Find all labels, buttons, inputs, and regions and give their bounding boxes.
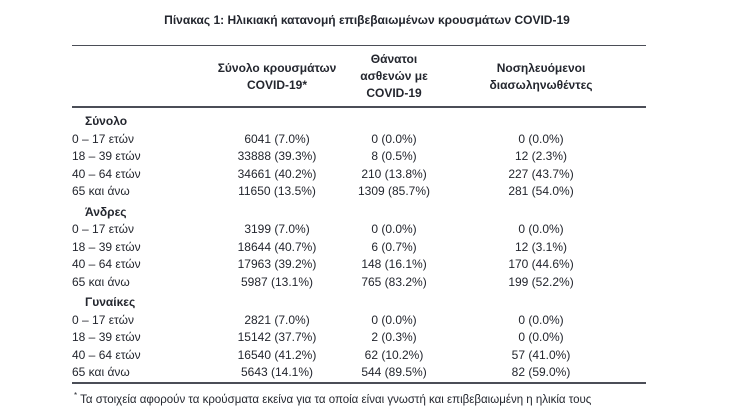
deaths-cell: 0 (0.0%) [371, 222, 417, 236]
age-group-label: 65 και άνω [72, 274, 130, 289]
cases-cell: 34661 (40.2%) [237, 166, 317, 181]
age-group-label: 0 – 17 ετών [72, 131, 134, 146]
intubated-cell: 170 (44.6%) [508, 257, 574, 271]
section-label: Σύνολο [85, 114, 128, 128]
deaths-cell: 62 (10.2%) [364, 347, 424, 362]
age-group-label: 65 και άνω [72, 184, 130, 198]
deaths-cell: 6 (0.7%) [371, 239, 417, 254]
intubated-cell: 281 (54.0%) [508, 184, 574, 198]
table-row: 40 – 64 ετών 17963 (39.2%) 148 (16.1%) 1… [72, 256, 646, 274]
header-row-label [72, 46, 202, 108]
header-total-cases: Σύνολο κρουσμάτων COVID-19* [217, 60, 337, 92]
footnote-text: Τα στοιχεία αφορούν τα κρούσματα εκείνα … [80, 393, 592, 406]
age-group-label: 40 – 64 ετών [72, 166, 141, 181]
table-row: 0 – 17 ετών 2821 (7.0%) 0 (0.0%) 0 (0.0%… [72, 312, 646, 330]
cases-cell: 5987 (13.1%) [240, 274, 314, 289]
cases-cell: 3199 (7.0%) [244, 222, 310, 236]
table-row: 65 και άνω 5987 (13.1%) 765 (83.2%) 199 … [72, 274, 646, 292]
intubated-cell: 82 (59.0%) [511, 365, 571, 379]
table-row: 18 – 39 ετών 15142 (37.7%) 2 (0.3%) 0 (0… [72, 329, 646, 347]
table-row: 0 – 17 ετών 3199 (7.0%) 0 (0.0%) 0 (0.0%… [72, 221, 646, 239]
intubated-cell: 199 (52.2%) [508, 274, 574, 289]
deaths-cell: 210 (13.8%) [361, 166, 427, 181]
deaths-cell: 0 (0.0%) [371, 131, 417, 146]
age-group-label: 40 – 64 ετών [72, 347, 141, 362]
intubated-cell: 0 (0.0%) [518, 222, 564, 236]
section-header-row-total: Σύνολο [72, 107, 646, 131]
intubated-cell: 0 (0.0%) [518, 312, 564, 327]
deaths-cell: 544 (89.5%) [361, 365, 427, 379]
deaths-cell: 1309 (85.7%) [357, 184, 431, 198]
table-row: 18 – 39 ετών 18644 (40.7%) 6 (0.7%) 12 (… [72, 239, 646, 257]
deaths-cell: 2 (0.3%) [371, 330, 417, 344]
age-group-label: 0 – 17 ετών [72, 312, 134, 327]
cases-cell: 5643 (14.1%) [240, 365, 314, 379]
age-group-label: 18 – 39 ετών [72, 149, 141, 163]
cases-cell: 33888 (39.3%) [237, 149, 317, 163]
intubated-cell: 0 (0.0%) [518, 131, 564, 146]
header-intubated: Νοσηλευόμενοι διασωληνωθέντες [489, 60, 593, 92]
covid-age-table: Σύνολο κρουσμάτων COVID-19* Θάνατοι ασθε… [72, 45, 646, 384]
cases-cell: 15142 (37.7%) [237, 330, 317, 344]
table-title: Πίνακας 1: Ηλικιακή κατανομή επιβεβαιωμέ… [164, 13, 570, 27]
section-header-row-women: Γυναίκες [72, 291, 646, 312]
table-footnote: * Τα στοιχεία αφορούν τα κρούσματα εκείνα… [74, 389, 734, 407]
header-deaths: Θάνατοι ασθενών με COVID-19 [360, 52, 428, 100]
age-group-label: 65 και άνω [72, 365, 130, 379]
table-row: 40 – 64 ετών 16540 (41.2%) 62 (10.2%) 57… [72, 347, 646, 365]
age-group-label: 0 – 17 ετών [72, 222, 134, 236]
table-row: 0 – 17 ετών 6041 (7.0%) 0 (0.0%) 0 (0.0%… [72, 131, 646, 149]
deaths-cell: 148 (16.1%) [361, 257, 427, 271]
cases-cell: 16540 (41.2%) [237, 347, 317, 362]
deaths-cell: 765 (83.2%) [361, 274, 427, 289]
cases-cell: 11650 (13.5%) [238, 184, 316, 198]
deaths-cell: 8 (0.5%) [371, 149, 417, 163]
table-row: 18 – 39 ετών 33888 (39.3%) 8 (0.5%) 12 (… [72, 148, 646, 166]
footnote-asterisk-marker: * [74, 390, 78, 400]
table-row: 65 και άνω 5643 (14.1%) 544 (89.5%) 82 (… [72, 364, 646, 383]
age-group-label: 18 – 39 ετών [72, 330, 141, 344]
intubated-cell: 12 (2.3%) [514, 149, 568, 163]
table-row: 65 και άνω 11650 (13.5%) 1309 (85.7%) 28… [72, 183, 646, 201]
section-label: Γυναίκες [85, 295, 136, 309]
deaths-cell: 0 (0.0%) [371, 312, 417, 327]
table-row: 40 – 64 ετών 34661 (40.2%) 210 (13.8%) 2… [72, 166, 646, 184]
intubated-cell: 12 (3.1%) [514, 239, 568, 254]
intubated-cell: 0 (0.0%) [518, 330, 564, 344]
age-group-label: 40 – 64 ετών [72, 257, 141, 271]
covid-age-table-container: Σύνολο κρουσμάτων COVID-19* Θάνατοι ασθε… [72, 45, 646, 384]
intubated-cell: 57 (41.0%) [511, 347, 571, 362]
cases-cell: 17963 (39.2%) [237, 257, 317, 271]
intubated-cell: 227 (43.7%) [508, 166, 574, 181]
section-header-row-men: Άνδρες [72, 201, 646, 222]
cases-cell: 6041 (7.0%) [244, 131, 310, 146]
header-row: Σύνολο κρουσμάτων COVID-19* Θάνατοι ασθε… [72, 46, 646, 108]
age-group-label: 18 – 39 ετών [72, 239, 141, 254]
cases-cell: 2821 (7.0%) [244, 312, 310, 327]
section-label: Άνδρες [85, 204, 127, 219]
cases-cell: 18644 (40.7%) [237, 239, 317, 254]
